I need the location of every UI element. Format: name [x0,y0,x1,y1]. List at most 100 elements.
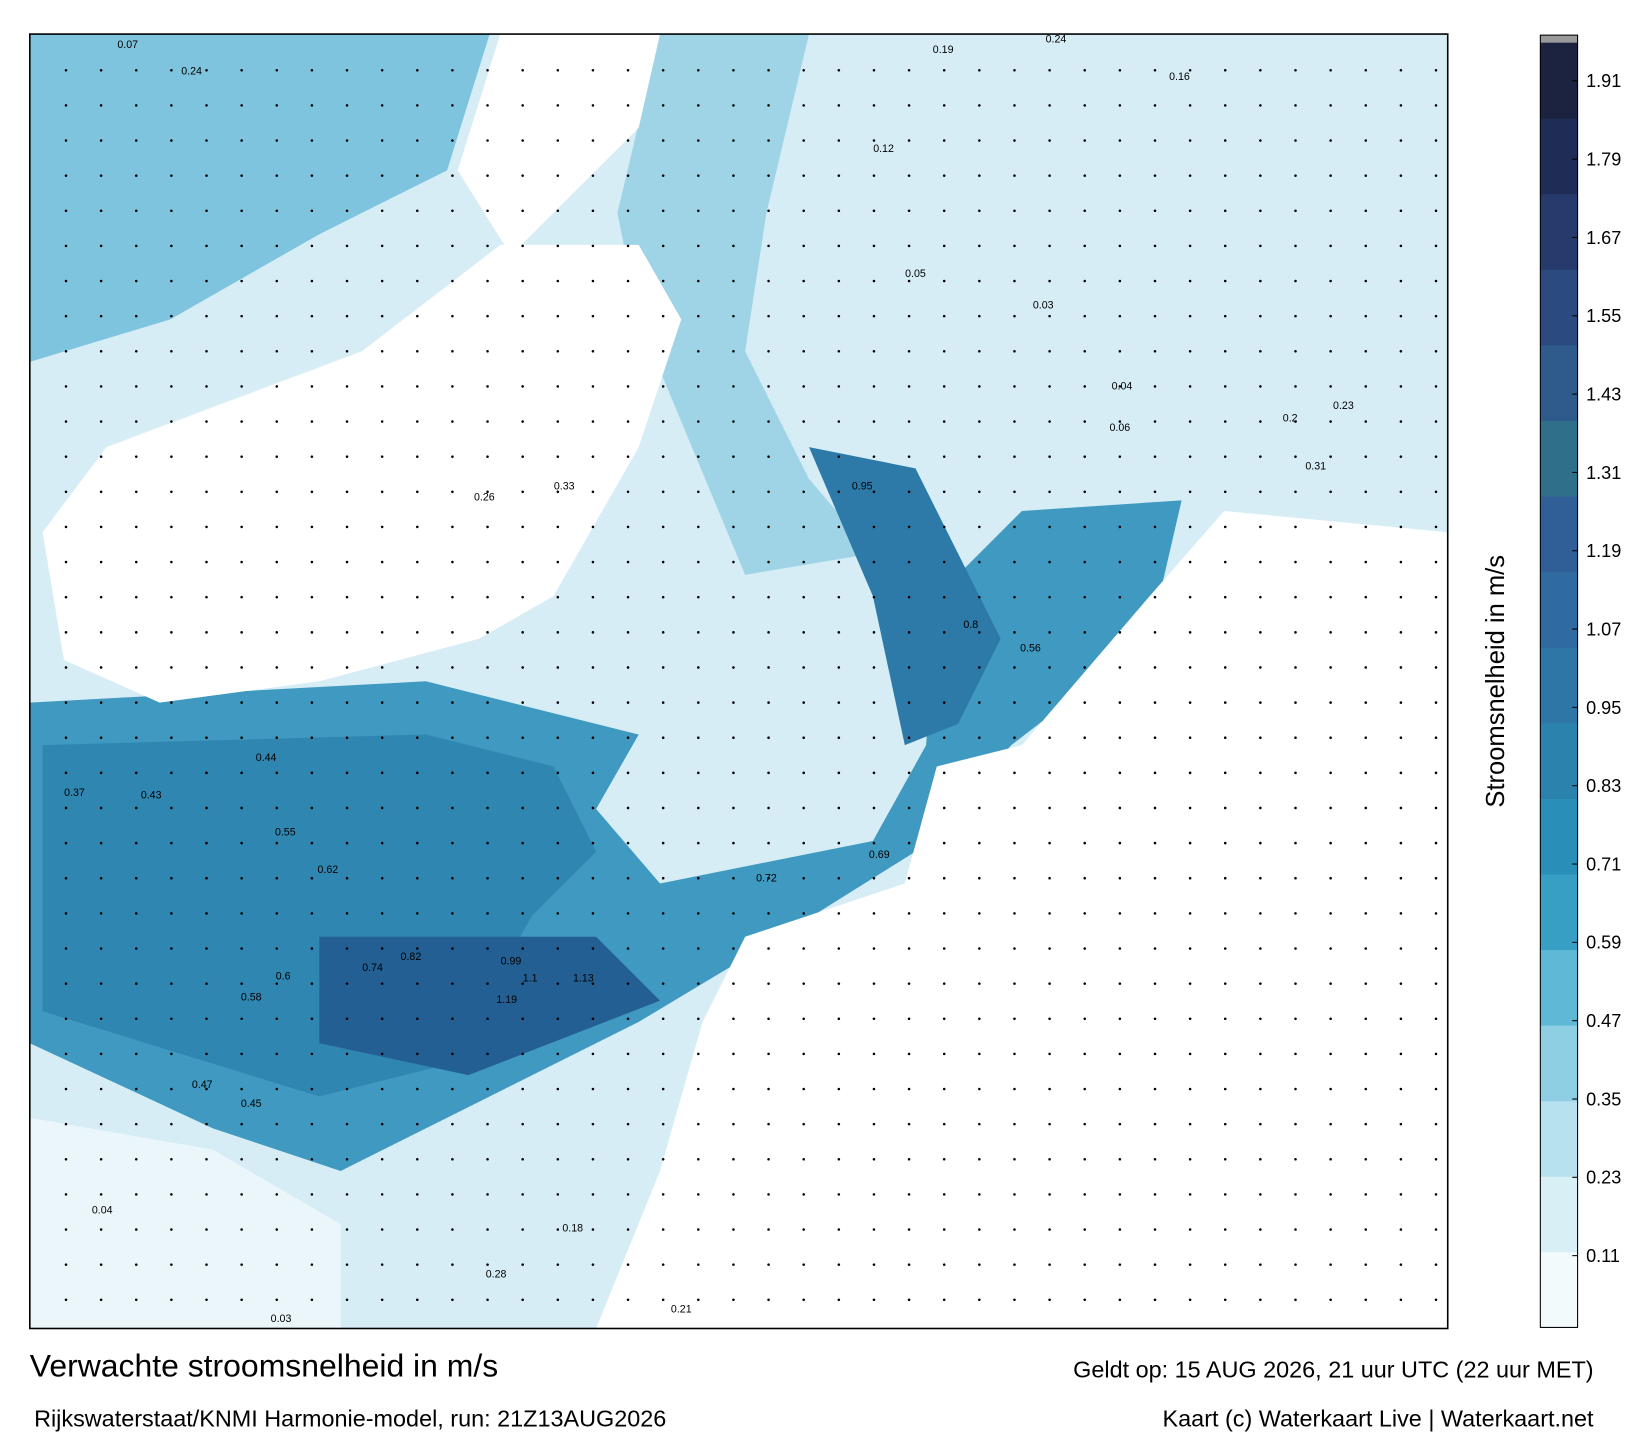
grid-dot [380,771,384,775]
grid-dot [1434,1263,1438,1266]
grid-dot [345,244,349,248]
speed-label: 0.16 [1169,71,1190,83]
grid-dot [1188,1298,1192,1302]
grid-dot [1223,314,1227,318]
grid-dot [732,666,735,669]
grid-dot [380,806,384,810]
grid-dot [907,912,911,915]
grid-dot [170,385,173,388]
grid-dot [942,1087,946,1091]
grid-dot [978,455,981,458]
grid-dot [99,314,103,318]
grid-dot [380,912,384,915]
grid-dot [1083,420,1087,423]
grid-dot [907,1193,911,1196]
grid-dot [942,912,946,915]
grid-dot [1013,385,1016,388]
grid-dot [907,947,911,950]
grid-dot [1223,1157,1227,1161]
grid-dot [134,1193,138,1196]
colorbar-tick-label: 0.47 [1586,1011,1621,1031]
grid-dot [978,666,981,669]
grid-dot [802,947,805,950]
grid-dot [697,455,700,458]
grid-dot [486,350,489,353]
grid-dot [837,666,841,669]
grid-dot [275,912,279,915]
grid-dot [1259,666,1262,669]
grid-dot [1294,841,1297,845]
grid-dot [661,385,665,388]
speed-label: 1.1 [523,972,538,984]
grid-dot [591,490,595,494]
grid-dot [1153,912,1157,915]
grid-dot [451,350,454,353]
grid-dot [556,841,560,845]
grid-dot [416,982,419,985]
grid-dot [661,1157,665,1161]
grid-dot [837,1122,841,1126]
grid-dot [1364,876,1368,880]
grid-dot [170,1263,173,1266]
grid-dot [1118,139,1122,142]
grid-dot [451,244,454,248]
grid-dot [1013,876,1016,880]
grid-dot [872,350,876,353]
grid-dot [240,841,243,845]
grid-dot [732,455,735,458]
grid-dot [661,1263,665,1266]
grid-dot [380,1263,384,1266]
grid-dot [1153,876,1157,880]
grid-dot [1364,1087,1368,1091]
grid-dot [380,350,384,353]
grid-dot [661,912,665,915]
grid-dot [1294,1052,1297,1056]
grid-dot [1118,947,1122,950]
grid-dot [240,1263,243,1266]
colorbar-band [1540,42,1578,119]
grid-dot [1364,1052,1368,1056]
grid-dot [626,244,630,248]
speed-label: 0.03 [271,1313,292,1325]
grid-dot [486,174,489,177]
grid-dot [205,947,208,950]
grid-dot [205,455,208,458]
grid-dot [380,701,384,704]
grid-dot [802,1122,805,1126]
grid-dot [1434,385,1438,388]
grid-dot [1048,279,1051,283]
grid-dot [626,420,630,423]
grid-dot [626,771,630,775]
grid-dot [1188,420,1192,423]
grid-dot [1329,595,1332,599]
grid-dot [1329,279,1332,283]
grid-dot [1223,525,1227,529]
map-labels: 0.070.240.440.37 0.430.550.620.60.740.991… [64,34,1354,1325]
grid-dot [872,1087,876,1091]
grid-dot [1048,1017,1051,1021]
grid-dot [521,771,524,775]
grid-dot [978,736,981,739]
grid-dot [345,806,349,810]
grid-dot [872,595,876,599]
grid-dot [521,279,524,283]
grid-dot [802,1157,805,1161]
grid-dot [205,279,208,283]
grid-dot [310,68,314,72]
grid-dot [556,947,560,950]
grid-dot [380,947,384,950]
grid-dot [240,1298,243,1302]
grid-dot [556,631,560,634]
grid-dot [310,1052,314,1056]
grid-dot [134,139,138,142]
grid-dot [1188,771,1192,775]
grid-dot [451,876,454,880]
grid-dot [1188,209,1192,213]
grid-dot [837,139,841,142]
grid-dot [591,314,595,318]
grid-dot [99,420,103,423]
grid-dot [1294,68,1297,72]
grid-dot [134,68,138,72]
grid-dot [907,1052,911,1056]
grid-dot [521,1228,524,1231]
